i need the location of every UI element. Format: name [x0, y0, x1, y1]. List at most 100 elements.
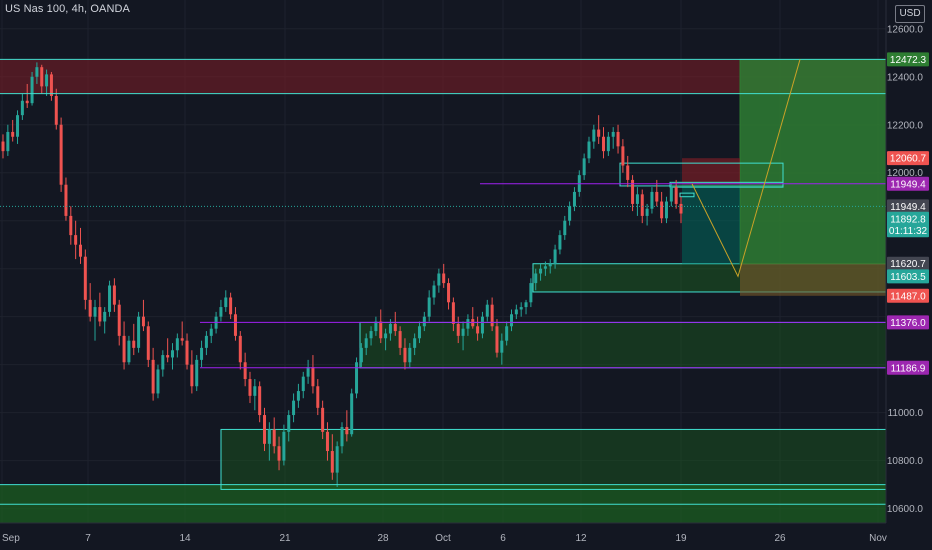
candle-body[interactable] — [597, 129, 601, 137]
candle-body[interactable] — [88, 299, 92, 317]
candle-body[interactable] — [393, 323, 397, 332]
candle-body[interactable] — [587, 141, 591, 159]
candle-body[interactable] — [340, 427, 344, 447]
candle-body[interactable] — [263, 415, 267, 444]
time-axis[interactable]: Sep 7 14 21 28 Oct 6 12 19 26 Nov — [0, 522, 887, 544]
candle-body[interactable] — [195, 359, 199, 387]
candle-body[interactable] — [345, 427, 349, 435]
candle-body[interactable] — [427, 297, 431, 317]
candle-body[interactable] — [267, 429, 271, 444]
candle-body[interactable] — [582, 158, 586, 176]
candle-body[interactable] — [175, 338, 179, 351]
candle-body[interactable] — [316, 386, 320, 408]
candle-body[interactable] — [238, 335, 242, 363]
candle-body[interactable] — [606, 136, 610, 152]
candle-body[interactable] — [170, 350, 175, 358]
candle-body[interactable] — [1, 141, 5, 152]
candle-body[interactable] — [640, 194, 644, 216]
candle-body[interactable] — [49, 74, 53, 96]
candle-body[interactable] — [117, 304, 121, 336]
candle-body[interactable] — [359, 347, 363, 363]
candle-body[interactable] — [669, 187, 673, 202]
candle-body[interactable] — [563, 220, 567, 236]
candle-body[interactable] — [466, 319, 470, 329]
candle-body[interactable] — [180, 338, 184, 341]
candle-body[interactable] — [321, 407, 325, 432]
candle-body[interactable] — [461, 328, 465, 336]
candle-body[interactable] — [422, 316, 426, 327]
candle-body[interactable] — [592, 129, 596, 142]
candle-body[interactable] — [30, 76, 34, 104]
candle-body[interactable] — [25, 100, 29, 104]
candle-body[interactable] — [408, 347, 412, 363]
candle-body[interactable] — [35, 67, 39, 77]
candle-body[interactable] — [519, 307, 523, 310]
candle-body[interactable] — [277, 446, 281, 461]
currency-button[interactable]: USD — [895, 5, 925, 23]
candle-body[interactable] — [112, 285, 116, 305]
candle-body[interactable] — [287, 415, 291, 432]
candle-body[interactable] — [141, 316, 145, 327]
candle-body[interactable] — [16, 115, 20, 137]
candle-body[interactable] — [374, 321, 378, 332]
candle-body[interactable] — [664, 201, 668, 219]
candle-body[interactable] — [98, 307, 102, 322]
candle-body[interactable] — [122, 335, 126, 363]
candle-body[interactable] — [103, 311, 107, 322]
candle-body[interactable] — [679, 203, 683, 214]
candle-body[interactable] — [495, 326, 499, 353]
candlestick-series[interactable] — [1, 62, 683, 488]
candle-body[interactable] — [190, 364, 194, 387]
candle-body[interactable] — [74, 235, 78, 245]
candle-body[interactable] — [301, 376, 305, 392]
candle-body[interactable] — [209, 328, 213, 336]
candle-body[interactable] — [388, 323, 392, 334]
candle-body[interactable] — [626, 165, 630, 180]
candle-body[interactable] — [369, 331, 373, 339]
candle-body[interactable] — [306, 367, 310, 377]
candle-body[interactable] — [243, 362, 247, 380]
candle-body[interactable] — [442, 273, 446, 284]
candle-body[interactable] — [282, 431, 286, 461]
candle-body[interactable] — [490, 304, 494, 327]
candle-body[interactable] — [40, 67, 44, 87]
candle-body[interactable] — [204, 335, 208, 348]
candle-body[interactable] — [364, 338, 368, 348]
candle-body[interactable] — [185, 340, 189, 365]
candle-body[interactable] — [253, 386, 257, 396]
candle-body[interactable] — [355, 362, 359, 394]
candle-body[interactable] — [311, 367, 315, 387]
candle-body[interactable] — [54, 95, 58, 125]
candle-body[interactable] — [529, 283, 533, 303]
candle-body[interactable] — [330, 451, 334, 473]
candle-body[interactable] — [127, 340, 131, 363]
candle-body[interactable] — [548, 263, 552, 267]
candle-body[interactable] — [59, 124, 63, 185]
candle-body[interactable] — [480, 316, 484, 334]
candle-body[interactable] — [447, 283, 451, 303]
candle-body[interactable] — [413, 338, 417, 348]
candle-body[interactable] — [11, 131, 15, 137]
candle-body[interactable] — [325, 431, 329, 452]
candle-body[interactable] — [258, 386, 262, 416]
candle-body[interactable] — [524, 302, 528, 308]
candle-body[interactable] — [674, 187, 678, 204]
candle-body[interactable] — [650, 191, 654, 209]
candle-body[interactable] — [417, 326, 421, 339]
candle-body[interactable] — [572, 191, 576, 207]
candle-body[interactable] — [78, 244, 82, 257]
candle-body[interactable] — [166, 355, 170, 358]
candle-body[interactable] — [272, 429, 276, 447]
candle-body[interactable] — [229, 297, 233, 315]
candle-body[interactable] — [20, 100, 24, 116]
candle-body[interactable] — [224, 297, 228, 308]
candle-body[interactable] — [456, 323, 460, 336]
candle-body[interactable] — [6, 131, 10, 152]
candle-body[interactable] — [403, 347, 407, 363]
candle-body[interactable] — [655, 191, 659, 202]
candle-body[interactable] — [161, 355, 165, 370]
candle-body[interactable] — [476, 326, 480, 334]
candle-body[interactable] — [45, 74, 49, 87]
